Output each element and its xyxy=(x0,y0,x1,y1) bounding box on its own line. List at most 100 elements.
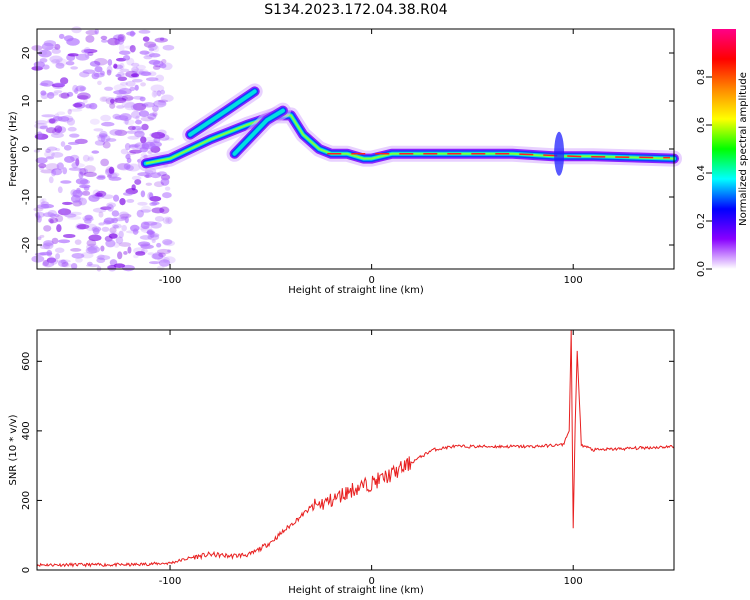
spectrogram-y-label: Frequency (Hz) xyxy=(8,111,19,187)
noise-blob xyxy=(140,136,147,144)
noise-blob xyxy=(62,201,73,206)
noise-blob xyxy=(126,198,135,203)
noise-blob xyxy=(135,64,146,70)
noise-blob xyxy=(96,134,104,139)
noise-blob xyxy=(151,131,166,139)
snr-x-tick-label: 100 xyxy=(564,576,583,587)
noise-blob xyxy=(140,82,146,87)
noise-blob xyxy=(71,252,85,259)
noise-blob xyxy=(70,66,79,70)
noise-blob xyxy=(143,136,158,144)
noise-blob xyxy=(97,174,106,179)
noise-blob xyxy=(53,90,63,94)
noise-blob xyxy=(121,101,135,108)
noise-blob xyxy=(85,246,98,255)
noise-blob xyxy=(147,43,158,51)
noise-blob xyxy=(86,261,93,266)
noise-blob xyxy=(140,190,146,198)
noise-blob xyxy=(41,42,54,51)
noise-blob xyxy=(36,204,50,209)
noise-blob xyxy=(122,55,131,61)
noise-blob xyxy=(40,90,47,96)
noise-blob xyxy=(129,44,136,53)
noise-blob xyxy=(134,130,145,138)
spectrogram-y-tick-label: 10 xyxy=(21,95,32,108)
noise-blob xyxy=(63,144,72,151)
noise-blob xyxy=(54,43,61,50)
noise-blob xyxy=(127,135,140,140)
noise-blob xyxy=(116,93,123,99)
noise-blob xyxy=(82,190,91,196)
snr-y-tick-label: 600 xyxy=(21,352,32,371)
noise-blob xyxy=(94,28,99,35)
noise-blob xyxy=(113,224,119,229)
noise-blob xyxy=(45,156,55,160)
noise-blob xyxy=(42,260,55,268)
noise-blob xyxy=(58,92,70,99)
noise-blob xyxy=(40,92,49,100)
noise-blob xyxy=(123,102,138,111)
noise-blob xyxy=(72,103,83,108)
noise-blob xyxy=(125,80,136,87)
noise-blob xyxy=(82,154,90,162)
noise-blob xyxy=(131,184,136,191)
noise-blob xyxy=(134,179,142,185)
noise-blob xyxy=(60,92,70,100)
spike-blob xyxy=(554,131,565,176)
noise-blob xyxy=(128,144,139,149)
noise-blob xyxy=(39,166,45,171)
noise-blob xyxy=(164,137,175,141)
noise-blob xyxy=(55,62,65,69)
noise-blob xyxy=(77,92,91,100)
noise-blob xyxy=(85,223,97,232)
noise-blob xyxy=(136,209,144,218)
noise-blob xyxy=(127,246,132,254)
noise-blob xyxy=(36,131,43,139)
noise-blob xyxy=(66,91,74,97)
noise-blob xyxy=(40,80,54,87)
noise-blob xyxy=(159,37,165,41)
noise-blob xyxy=(81,48,92,54)
noise-blob xyxy=(105,239,116,248)
noise-blob xyxy=(57,116,70,122)
noise-blob xyxy=(156,90,162,97)
noise-blob xyxy=(42,242,54,250)
noise-blob xyxy=(106,65,113,74)
noise-blob xyxy=(113,263,126,268)
noise-blob xyxy=(54,247,65,253)
noise-blob xyxy=(117,163,131,171)
noise-blob xyxy=(100,135,106,142)
noise-blob xyxy=(60,141,66,147)
noise-blob xyxy=(148,53,161,58)
noise-blob xyxy=(160,177,170,186)
noise-blob xyxy=(39,244,51,250)
noise-blob xyxy=(50,132,64,139)
noise-blob xyxy=(111,223,122,229)
noise-blob xyxy=(137,172,151,177)
noise-blob xyxy=(109,129,123,136)
noise-blob xyxy=(48,217,59,224)
noise-blob xyxy=(162,216,173,225)
noise-blob xyxy=(71,161,79,169)
colorbar-tick-label: 0.8 xyxy=(696,69,707,85)
noise-blob xyxy=(116,105,125,109)
noise-blob xyxy=(157,99,169,103)
noise-blob xyxy=(38,163,47,169)
noise-blob xyxy=(117,36,125,45)
snr-x-tick-label: -100 xyxy=(159,576,182,587)
noise-blob xyxy=(60,259,67,265)
noise-blob xyxy=(67,53,79,57)
noise-blob xyxy=(81,252,94,259)
noise-blob xyxy=(109,172,118,179)
noise-blob xyxy=(132,95,144,100)
noise-blob xyxy=(141,123,149,131)
noise-blob xyxy=(60,180,72,184)
noise-blob xyxy=(107,37,120,46)
noise-blob xyxy=(83,171,97,177)
noise-blob xyxy=(49,257,59,265)
noise-blob xyxy=(31,255,45,263)
noise-blob xyxy=(151,253,164,260)
colorbar-tick-label: 0.6 xyxy=(696,117,707,133)
noise-blob xyxy=(107,174,112,178)
